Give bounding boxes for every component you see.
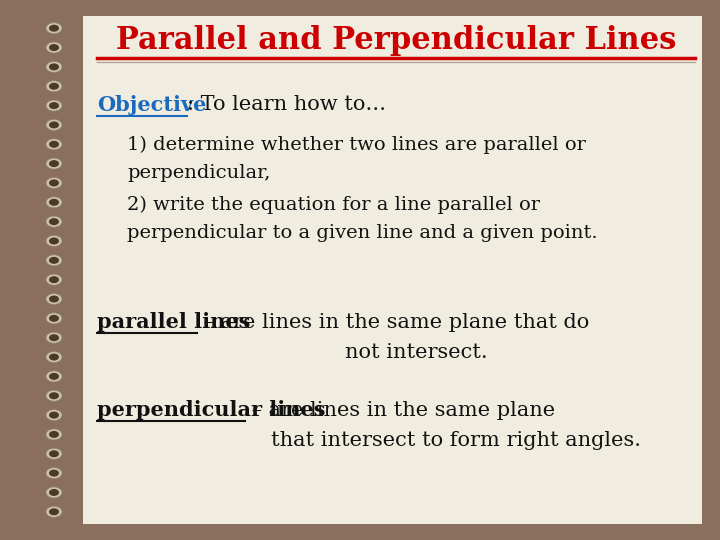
Ellipse shape: [49, 508, 59, 515]
Ellipse shape: [49, 218, 59, 225]
Ellipse shape: [46, 81, 62, 92]
Text: perpendicular lines: perpendicular lines: [97, 400, 325, 420]
FancyBboxPatch shape: [83, 16, 702, 524]
Ellipse shape: [49, 122, 59, 129]
Text: 1) determine whether two lines are parallel or: 1) determine whether two lines are paral…: [127, 136, 586, 154]
Text: : To learn how to…: : To learn how to…: [187, 96, 387, 114]
Ellipse shape: [49, 25, 59, 32]
Ellipse shape: [46, 487, 62, 498]
Ellipse shape: [46, 158, 62, 169]
Ellipse shape: [49, 431, 59, 438]
Ellipse shape: [46, 390, 62, 401]
Ellipse shape: [49, 276, 59, 283]
Text: Objective: Objective: [97, 95, 207, 115]
Ellipse shape: [46, 119, 62, 131]
Ellipse shape: [49, 392, 59, 399]
Text: parallel lines: parallel lines: [97, 312, 251, 332]
Ellipse shape: [46, 178, 62, 188]
Ellipse shape: [46, 274, 62, 285]
Ellipse shape: [46, 294, 62, 305]
Ellipse shape: [49, 160, 59, 167]
Ellipse shape: [46, 235, 62, 246]
Ellipse shape: [49, 63, 59, 70]
Ellipse shape: [49, 141, 59, 148]
Ellipse shape: [46, 197, 62, 208]
Ellipse shape: [46, 507, 62, 517]
Ellipse shape: [46, 100, 62, 111]
Text: 2) write the equation for a line parallel or: 2) write the equation for a line paralle…: [127, 196, 540, 214]
Ellipse shape: [49, 257, 59, 264]
Text: – are lines in the same plane that do: – are lines in the same plane that do: [197, 313, 590, 332]
Ellipse shape: [46, 448, 62, 459]
Ellipse shape: [49, 489, 59, 496]
Ellipse shape: [46, 409, 62, 421]
Text: Parallel and Perpendicular Lines: Parallel and Perpendicular Lines: [116, 24, 676, 56]
Ellipse shape: [46, 216, 62, 227]
Ellipse shape: [46, 255, 62, 266]
Ellipse shape: [49, 295, 59, 302]
Ellipse shape: [49, 411, 59, 418]
Ellipse shape: [49, 83, 59, 90]
Text: perpendicular,: perpendicular,: [127, 164, 271, 182]
Ellipse shape: [46, 352, 62, 362]
Ellipse shape: [46, 139, 62, 150]
Ellipse shape: [46, 468, 62, 478]
Text: – are lines in the same plane: – are lines in the same plane: [246, 401, 555, 420]
Ellipse shape: [49, 450, 59, 457]
Ellipse shape: [46, 332, 62, 343]
Text: not intersect.: not intersect.: [345, 342, 487, 361]
Ellipse shape: [49, 179, 59, 186]
Text: perpendicular to a given line and a given point.: perpendicular to a given line and a give…: [127, 224, 598, 242]
Ellipse shape: [49, 199, 59, 206]
Ellipse shape: [46, 23, 62, 33]
Ellipse shape: [46, 371, 62, 382]
Ellipse shape: [46, 62, 62, 72]
Ellipse shape: [49, 238, 59, 245]
Ellipse shape: [49, 315, 59, 322]
Ellipse shape: [49, 102, 59, 109]
Ellipse shape: [49, 44, 59, 51]
Ellipse shape: [46, 313, 62, 324]
Text: that intersect to form right angles.: that intersect to form right angles.: [271, 430, 641, 449]
Ellipse shape: [49, 354, 59, 361]
Ellipse shape: [49, 470, 59, 477]
Ellipse shape: [46, 429, 62, 440]
Ellipse shape: [49, 334, 59, 341]
Ellipse shape: [46, 42, 62, 53]
Ellipse shape: [49, 373, 59, 380]
